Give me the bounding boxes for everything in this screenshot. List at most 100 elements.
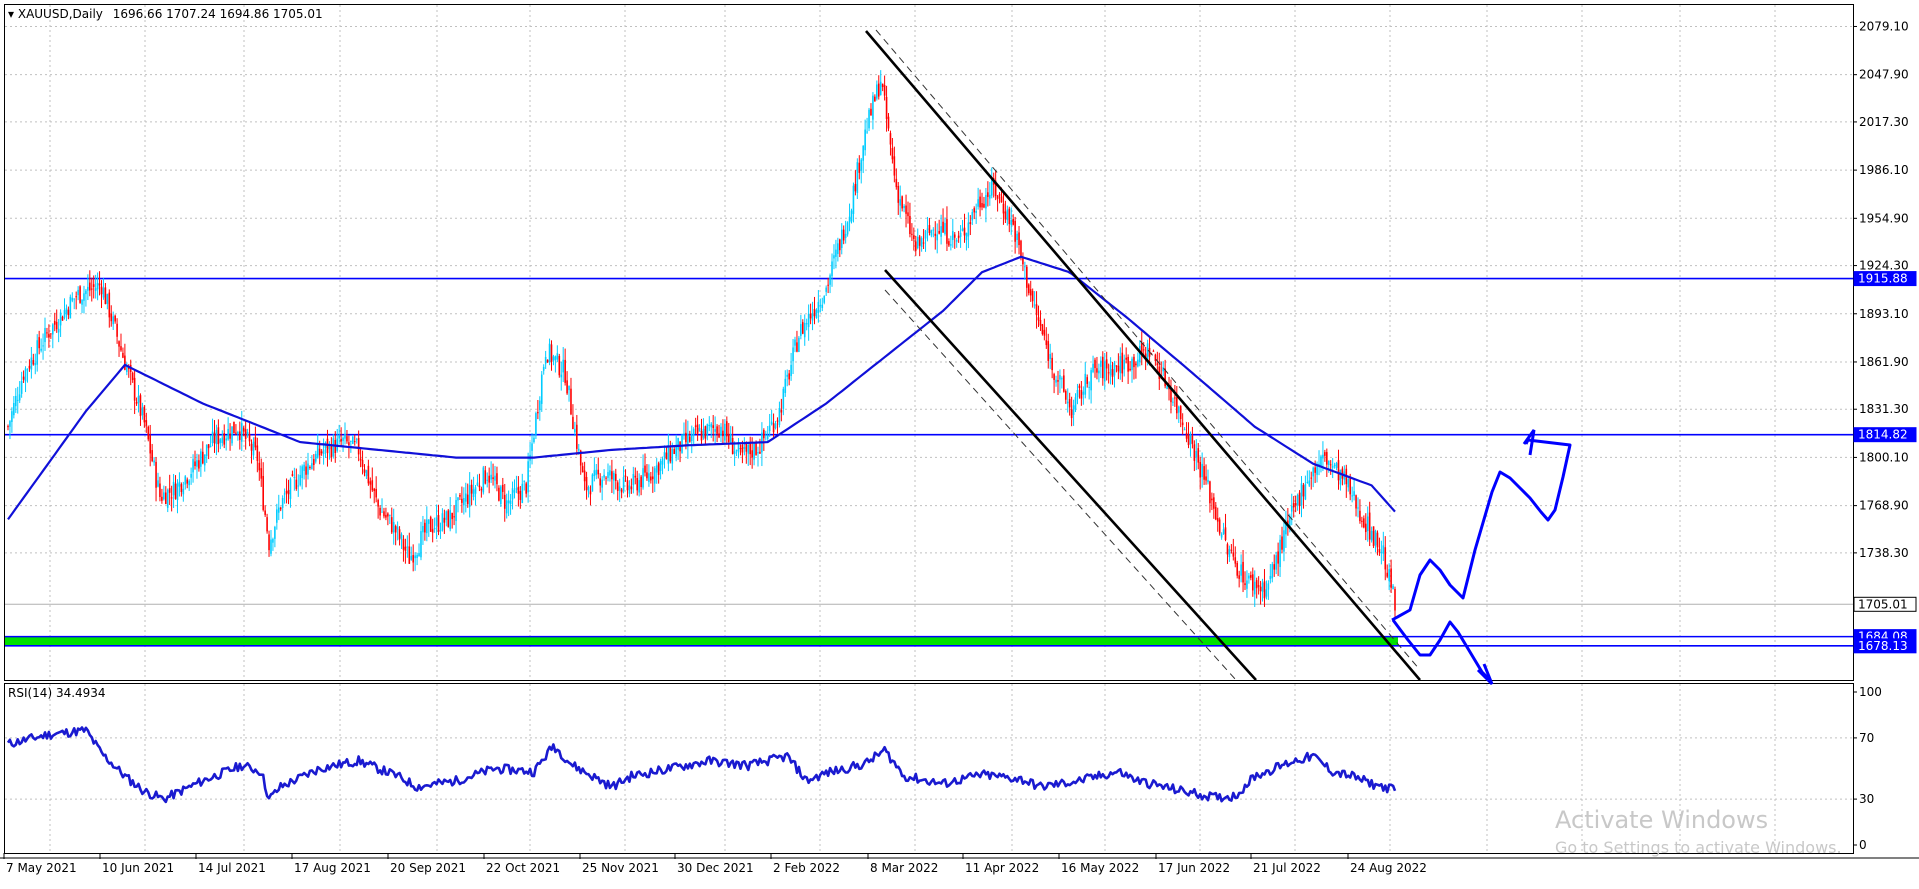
candle bbox=[938, 219, 940, 235]
candle-body bbox=[141, 407, 144, 416]
candle bbox=[89, 270, 91, 297]
candle bbox=[1228, 545, 1231, 562]
candle bbox=[683, 422, 685, 440]
candle-body bbox=[1176, 397, 1178, 414]
candle bbox=[809, 303, 812, 325]
price-tick-label: 2079.10 bbox=[1859, 19, 1909, 33]
candle-body bbox=[1012, 218, 1014, 225]
candle bbox=[930, 229, 933, 238]
candle-body bbox=[677, 438, 679, 450]
candle bbox=[459, 493, 461, 500]
candle-body bbox=[98, 283, 101, 286]
candle-body bbox=[371, 480, 374, 491]
candle bbox=[827, 277, 829, 294]
candle bbox=[457, 497, 459, 513]
candle bbox=[994, 170, 997, 201]
candle-body bbox=[1029, 289, 1032, 296]
candle-body bbox=[1041, 324, 1044, 335]
upper-channel-line[interactable] bbox=[865, 30, 1421, 681]
candle-body bbox=[864, 129, 866, 151]
candle-body bbox=[963, 227, 966, 236]
candle-body bbox=[611, 471, 613, 480]
forecast-arrows[interactable] bbox=[1391, 429, 1572, 686]
candle bbox=[1380, 540, 1383, 565]
candle bbox=[279, 506, 282, 512]
candle-body bbox=[796, 342, 798, 352]
candle-body bbox=[805, 323, 808, 325]
trendline-drawings[interactable] bbox=[865, 29, 1421, 681]
candle bbox=[907, 201, 909, 224]
candle-body bbox=[149, 435, 152, 454]
candle bbox=[609, 465, 611, 482]
candle-body bbox=[1209, 481, 1211, 504]
candle bbox=[844, 220, 847, 244]
candle bbox=[842, 225, 845, 245]
candle bbox=[161, 488, 163, 504]
candle bbox=[628, 480, 631, 498]
candle bbox=[1109, 357, 1112, 385]
candle bbox=[1064, 389, 1067, 404]
bullish-forecast-path[interactable] bbox=[1391, 438, 1572, 622]
candle-body bbox=[803, 322, 806, 338]
candle bbox=[1331, 458, 1334, 479]
candle bbox=[870, 103, 872, 116]
bearish-arrow-head bbox=[1476, 663, 1494, 686]
candle bbox=[1234, 546, 1237, 568]
candle bbox=[523, 480, 526, 491]
candle-body bbox=[1140, 343, 1143, 354]
bearish-forecast-path[interactable] bbox=[1391, 619, 1492, 682]
candle-body bbox=[770, 421, 773, 425]
candle-body bbox=[137, 395, 140, 403]
candle-body bbox=[1174, 397, 1176, 399]
candle bbox=[67, 306, 70, 320]
candle bbox=[1043, 318, 1046, 341]
candle-body bbox=[490, 474, 492, 480]
candle-body bbox=[229, 433, 231, 439]
candle bbox=[763, 428, 765, 451]
lower-channel-line[interactable] bbox=[884, 269, 1257, 681]
candle bbox=[480, 486, 483, 498]
candle-body bbox=[159, 483, 161, 497]
candle bbox=[932, 227, 935, 238]
candle-body bbox=[55, 321, 58, 330]
candle-body bbox=[1333, 464, 1336, 467]
candle-body bbox=[145, 420, 148, 426]
candle-body bbox=[1292, 503, 1295, 508]
candle-body bbox=[938, 230, 940, 234]
candle bbox=[470, 479, 473, 506]
candle-body bbox=[844, 233, 847, 239]
date-label: 16 May 2022 bbox=[1061, 861, 1139, 875]
candle-body bbox=[515, 488, 518, 490]
lower-channel-dashed[interactable] bbox=[884, 289, 1237, 681]
candle bbox=[1306, 470, 1309, 484]
candle bbox=[618, 478, 621, 502]
candle-body bbox=[365, 470, 368, 477]
candle bbox=[729, 425, 732, 444]
candle bbox=[659, 458, 662, 480]
candle-body bbox=[396, 526, 399, 530]
candle bbox=[605, 476, 607, 485]
candle-body bbox=[127, 367, 130, 370]
candle-body bbox=[1232, 552, 1235, 557]
candle-body bbox=[480, 488, 483, 491]
candle bbox=[398, 526, 401, 546]
level-lines[interactable] bbox=[5, 277, 1853, 647]
candle-body bbox=[108, 292, 111, 318]
candle-body bbox=[1111, 369, 1114, 377]
price-axis: 2079.10 2047.90 2017.30 1986.10 1954.90 1924.… bbox=[1853, 19, 1917, 654]
candle bbox=[1039, 310, 1042, 331]
candle-body bbox=[603, 474, 605, 478]
header-arrow-icon[interactable]: ▾ bbox=[8, 7, 18, 21]
symbol-title: XAUUSD,Daily bbox=[18, 7, 103, 21]
candle bbox=[90, 277, 93, 302]
candle-body bbox=[293, 477, 296, 479]
candle-body bbox=[550, 344, 553, 362]
candle bbox=[517, 476, 520, 507]
candle bbox=[1222, 522, 1225, 535]
upper-channel-dashed[interactable] bbox=[875, 29, 1421, 671]
candle-body bbox=[587, 487, 590, 492]
candle-body bbox=[202, 451, 204, 464]
candle bbox=[490, 461, 492, 483]
